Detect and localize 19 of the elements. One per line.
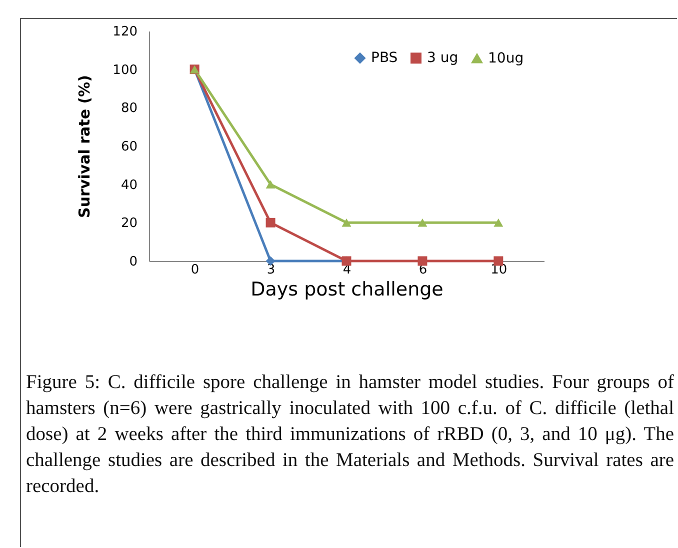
y-tick-label: 120 <box>112 24 138 40</box>
legend-label: PBS <box>371 50 398 66</box>
legend-label: 10ug <box>488 50 524 66</box>
x-axis-title: Days post challenge <box>250 278 444 300</box>
y-tick-label: 100 <box>112 62 138 78</box>
y-tick-label: 80 <box>120 101 138 116</box>
point <box>342 218 352 227</box>
caption: Figure 5: C. difficile spore challenge in hamster model studies. Four groups of hamsters (n=6) were gastrically inoculated with 100 c.f.u. of C. difficile (lethal dose) at 2 weeks after the third immunizations of rRBD (0, 3, and 10 μg). The challenge studies are described in the Materials and Methods. Survival rates are recorded. <box>26 371 674 499</box>
point <box>418 218 428 227</box>
y-axis-title: Survival rate (%) <box>76 75 94 218</box>
point <box>266 180 276 188</box>
point <box>494 218 504 227</box>
y-tick-label: 40 <box>120 178 138 193</box>
point <box>266 218 276 228</box>
y-tick-label: 60 <box>120 140 138 154</box>
point <box>418 256 428 266</box>
legend-label: 3 ug <box>427 50 458 66</box>
y-tick-label: 20 <box>120 216 138 232</box>
x-tick-label: 0 <box>190 262 200 278</box>
